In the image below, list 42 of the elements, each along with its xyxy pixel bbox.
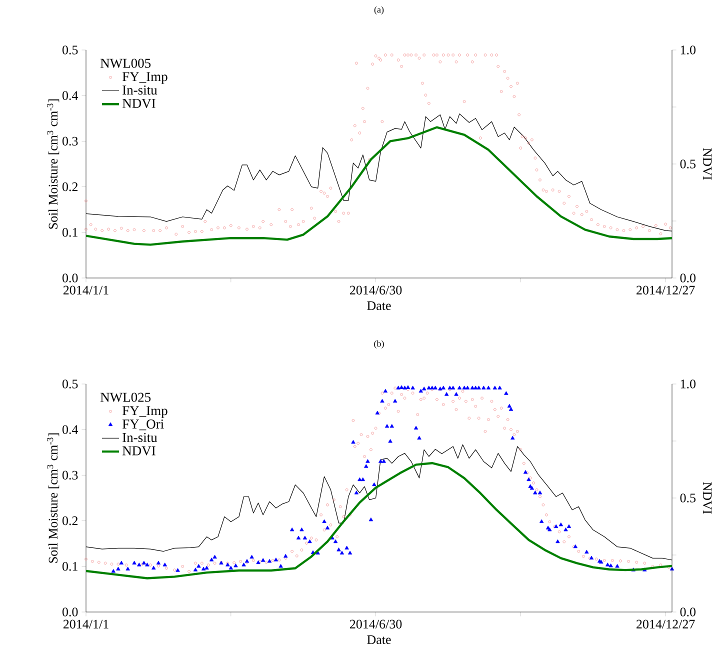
legend-label: NDVI xyxy=(122,446,156,456)
chart-title: (a) xyxy=(374,6,384,15)
x-axis-title: Date xyxy=(367,635,391,644)
y-tick-label: 0.0 xyxy=(62,274,78,282)
y2-tick-label: 1.0 xyxy=(680,380,696,388)
x-tick-label: 2014/12/27 xyxy=(636,286,695,295)
y2-tick-label: 0.0 xyxy=(680,274,696,282)
y2-tick-label: 0.0 xyxy=(680,608,696,616)
y-tick-label: 0.4 xyxy=(62,425,78,434)
y-tick-label: 0.5 xyxy=(62,380,78,388)
legend-label: In-situ xyxy=(122,86,158,95)
legend-label: FY_Ori xyxy=(122,420,164,430)
x-tick-label: 2014/12/27 xyxy=(636,620,695,629)
x-tick-label: 2014/1/1 xyxy=(63,286,108,295)
y2-axis-title: NDVI xyxy=(702,482,712,514)
legend-label: NDVI xyxy=(122,98,156,108)
x-tick-label: 2014/6/30 xyxy=(350,286,402,295)
y-tick-label: 0.3 xyxy=(62,470,78,480)
legend-label: FY_Imp xyxy=(122,406,168,418)
chart-title: (b) xyxy=(374,340,384,349)
y-tick-label: 0.1 xyxy=(62,228,78,237)
legend-title: NWL005 xyxy=(100,58,151,68)
y-tick-label: 0.3 xyxy=(62,136,78,146)
y-tick-label: 0.1 xyxy=(62,562,78,571)
legend-label: In-situ xyxy=(122,432,158,442)
y-axis-title: Soil Moisture [cm$^{3}$ cm$^{-3}$] xyxy=(47,99,60,229)
y2-axis-title: NDVI xyxy=(702,148,712,180)
y2-tick-label: 1.0 xyxy=(680,46,696,54)
y-tick-label: 0.2 xyxy=(62,516,78,526)
y-tick-label: 0.4 xyxy=(62,91,78,100)
line-series xyxy=(86,126,672,246)
x-axis-title: Date xyxy=(367,301,391,310)
x-tick-label: 2014/6/30 xyxy=(350,620,402,629)
y-tick-label: 0.2 xyxy=(62,182,78,192)
y-tick-label: 0.5 xyxy=(62,46,78,54)
y-axis-title: Soil Moisture [cm$^{3}$ cm$^{-3}$] xyxy=(47,433,60,563)
x-tick-label: 2014/1/1 xyxy=(63,620,108,629)
legend-label: FY_Imp xyxy=(122,72,168,84)
y2-tick-label: 0.5 xyxy=(680,160,696,168)
y-tick-label: 0.0 xyxy=(62,608,78,616)
legend-title: NWL025 xyxy=(100,392,151,402)
y2-tick-label: 0.5 xyxy=(680,494,696,502)
